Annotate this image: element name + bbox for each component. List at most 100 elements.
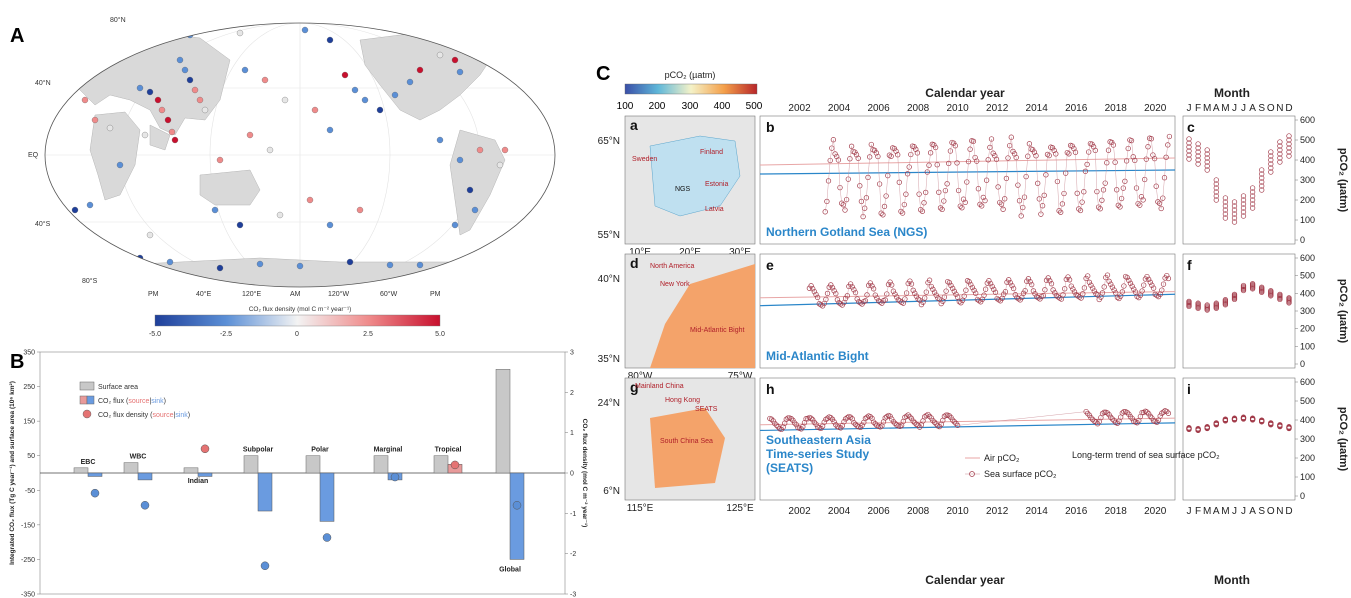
site-dot-40 (456, 156, 464, 164)
sea-pco2-point-e-94 (961, 293, 967, 299)
sea-pco2-point-e-66 (915, 296, 921, 302)
pco2-colorbar-title: pCO₂ (µatm) (665, 70, 716, 80)
south-america (449, 129, 506, 236)
site-dot-36 (436, 51, 444, 59)
sea-pco2-point-b-198 (1148, 136, 1154, 142)
pco2-cb-tick-3: 300 (682, 101, 699, 112)
monthly-point-i-8-5 (1259, 417, 1265, 423)
ytick-1-1: 500 (1300, 271, 1315, 281)
site-dot-65 (241, 66, 249, 74)
year-tick-top-2: 2006 (867, 103, 890, 114)
ytick-0-5: 100 (1300, 215, 1315, 225)
month-tick-bottom-6: J (1241, 506, 1246, 517)
year-tick-top-0: 2002 (788, 103, 811, 114)
site-dot-66 (261, 76, 269, 84)
monthly-point-c-0-0 (1186, 156, 1192, 162)
site-dot-58 (216, 264, 224, 272)
sea-pco2-point-e-207 (1147, 279, 1153, 285)
sea-pco2-point-h-97 (926, 413, 933, 420)
monthly-point-c-4-2 (1222, 207, 1229, 213)
panel-a-letter: A (10, 25, 24, 47)
sea-pco2-point-e-86 (948, 282, 954, 289)
sea-pco2-point-b-120 (1020, 204, 1026, 211)
sea-pco2-point-e-41 (874, 295, 880, 301)
ytick-0-1: 500 (1300, 135, 1315, 145)
sea-pco2-point-e-136 (1030, 288, 1037, 294)
sea-pco2-point-b-187 (1130, 154, 1136, 160)
inset-sea-d (650, 264, 755, 368)
sea-pco2-point-b-95 (979, 203, 985, 209)
sea-pco2-point-e-26 (849, 284, 855, 290)
site-dot-42 (471, 206, 479, 214)
ytick-1-0: 600 (1300, 253, 1315, 263)
site-dot-12 (81, 96, 89, 104)
monthly-point-c-8-1 (1259, 183, 1265, 189)
sea-pco2-point-e-208 (1149, 282, 1155, 288)
site-dot-48 (86, 201, 94, 209)
sea-pco2-point-b-64 (927, 150, 934, 156)
sea-pco2-point-b-30 (871, 147, 878, 153)
sea-pco2-point-b-143 (1058, 209, 1064, 215)
sea-pco2-point-e-25 (847, 281, 854, 287)
year-tick-bottom-9: 2020 (1144, 506, 1167, 517)
area-bar-wbc (123, 462, 139, 474)
flux-bar-subpolar (257, 472, 273, 512)
sea-pco2-point-e-170 (1086, 279, 1093, 285)
site-dot-61 (346, 258, 354, 266)
flux-colorbar-title: CO₂ flux density (mol C m⁻² year⁻¹) (249, 306, 352, 313)
inset-label-d-2: Mid-Atlantic Bight (690, 327, 745, 334)
monthly-point-c-10-2 (1277, 151, 1283, 157)
density-dot-polar (322, 533, 332, 542)
monthly-point-f-0-5 (1186, 298, 1192, 305)
lon-label-120e: 120°E (242, 290, 261, 298)
month-tick-bottom-2: M (1203, 506, 1211, 517)
sea-pco2-point-b-127 (1031, 149, 1038, 155)
lat-label-eq: EQ (28, 152, 39, 159)
inset-letter-g: g (630, 379, 639, 395)
inset-lat-d-0: 40°N (598, 274, 620, 285)
sea-pco2-point-b-16 (848, 143, 855, 149)
sea-pco2-point-e-215 (1160, 281, 1167, 287)
sea-pco2-point-e-185 (1111, 287, 1117, 293)
sea-pco2-point-e-160 (1070, 286, 1076, 292)
flux-bar-wbc (137, 472, 153, 481)
sea-pco2-point-e-34 (862, 298, 869, 304)
monthly-point-c-2-4 (1204, 151, 1210, 157)
sea-pco2-point-e-148 (1050, 287, 1056, 293)
monthly-point-c-11-5 (1286, 133, 1292, 139)
timeseries-frame-h (759, 377, 1176, 501)
monthly-point-c-4-3 (1222, 203, 1229, 209)
sea-pco2-point-b-150 (1069, 143, 1075, 149)
monthly-point-c-2-3 (1204, 155, 1210, 161)
sea-pco2-point-e-5 (814, 294, 821, 301)
sea-pco2-point-b-58 (918, 207, 924, 213)
sea-pco2-point-h-202 (1099, 410, 1106, 417)
month-tick-top-5: J (1232, 103, 1237, 114)
b-ytick-r-4: -1 (570, 511, 576, 518)
greenland (469, 23, 531, 51)
site-dot-47 (71, 206, 79, 214)
sea-pco2-point-b-79 (952, 143, 958, 149)
sea-pco2-point-b-162 (1089, 141, 1095, 147)
monthly-frame-c (1182, 115, 1296, 245)
monthly-point-c-0-1 (1186, 152, 1192, 158)
ytick-0-2: 400 (1300, 155, 1315, 165)
monthly-point-c-0-5 (1186, 136, 1192, 142)
sea-pco2-point-e-75 (930, 286, 936, 292)
site-dot-71 (266, 146, 274, 154)
site-name-b: Northern Gotland Sea (NGS) (766, 225, 927, 239)
calendar-year-title-bottom: Calendar year (925, 573, 1005, 587)
sea-pco2-point-b-169 (1100, 187, 1107, 193)
monthly-point-f-2-5 (1204, 302, 1210, 308)
category-label-ebc: EBC (81, 459, 96, 466)
month-tick-bottom-3: A (1213, 506, 1220, 517)
year-tick-bottom-5: 2012 (986, 506, 1009, 517)
sea-pco2-point-h-79 (897, 423, 903, 430)
category-label-wbc: WBC (130, 454, 147, 461)
monthly-frame-i (1182, 377, 1296, 501)
site-dot-73 (116, 161, 124, 169)
month-title-top: Month (1214, 86, 1250, 100)
monthly-point-c-9-3 (1268, 157, 1274, 163)
sea-pco2-point-e-174 (1093, 291, 1099, 297)
